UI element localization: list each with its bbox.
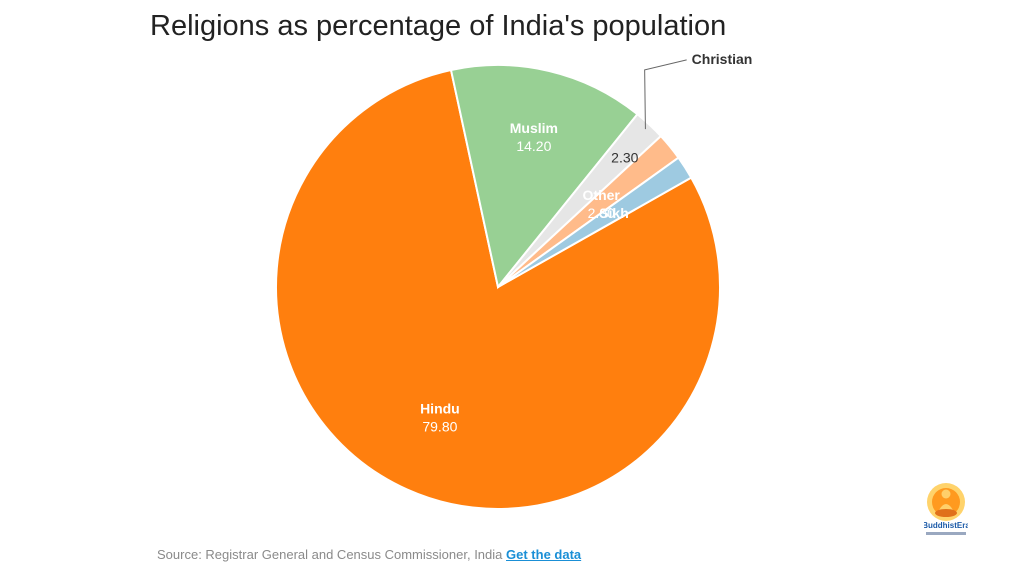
slice-sikh (497, 156, 693, 288)
buddhist-era-logo: BuddhistEra (924, 483, 968, 535)
source-text: Source: Registrar General and Census Com… (157, 547, 503, 562)
value-label-other: 2.00 (588, 205, 615, 221)
value-label-hindu: 79.80 (422, 419, 457, 435)
value-label-christian: 2.30 (611, 150, 638, 166)
label-hindu: Hindu (420, 401, 460, 417)
page-title: Religions as percentage of India's popul… (150, 10, 727, 42)
label-christian: Christian (692, 51, 753, 67)
pie-labels: Hindu 79.80 Muslim 14.20 Christian 2.30 Other 2… (420, 51, 752, 435)
label-sikh: Sikh (599, 205, 629, 221)
slice-hindu (275, 68, 721, 510)
get-the-data-link[interactable]: Get the data (506, 547, 582, 562)
pie-slices (275, 64, 721, 510)
label-muslim: Muslim (510, 120, 558, 136)
buddha-meditating-icon (927, 483, 965, 521)
value-label-muslim: 14.20 (516, 138, 551, 154)
logo-text: BuddhistEra (924, 521, 968, 530)
label-other: Other (583, 187, 621, 203)
leader-line-christian (644, 59, 687, 130)
source-line: Source: Registrar General and Census Com… (157, 547, 581, 562)
slice-muslim (449, 64, 639, 290)
